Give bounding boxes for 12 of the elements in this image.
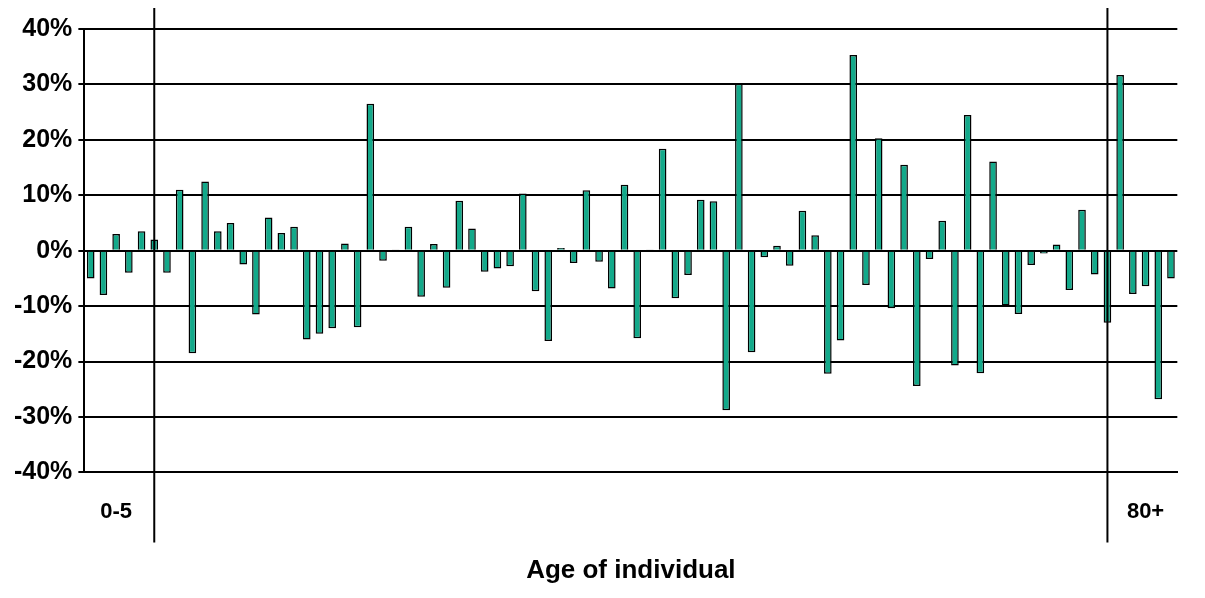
x-tick-label: 80+ <box>1126 497 1165 523</box>
y-tick-label: -20% <box>13 345 73 374</box>
y-tick-label: 20% <box>22 123 73 152</box>
y-tick-label: 40% <box>22 12 73 41</box>
y-tick-label: 0% <box>36 234 73 263</box>
y-tick-label: -40% <box>13 456 73 485</box>
x-tick-label: 0-5 <box>100 497 133 523</box>
y-tick-label: -30% <box>13 400 73 429</box>
y-tick-label: 30% <box>22 68 73 97</box>
y-tick-label: 10% <box>22 179 73 208</box>
x-axis-title: Age of individual <box>526 553 736 584</box>
y-tick-label: -10% <box>13 290 73 319</box>
